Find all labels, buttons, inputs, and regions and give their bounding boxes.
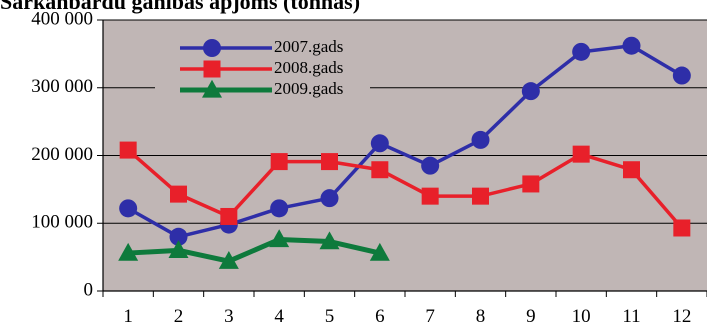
x-tick-label-1: 2 [174, 306, 184, 327]
x-tick-label-11: 12 [672, 306, 691, 327]
chart-title: Sarkanbārdu ganības apjoms (tonnās) [0, 0, 360, 14]
series-0-point-4 [320, 189, 339, 208]
x-tick-label-2: 3 [224, 306, 234, 327]
x-tick-label-0: 1 [123, 306, 133, 327]
series-2-point-3 [269, 229, 290, 248]
x-tick-label-6: 7 [425, 306, 435, 327]
series-1-point-5 [371, 161, 389, 179]
series-0-point-1 [169, 227, 188, 246]
series-0-point-9 [572, 42, 591, 61]
legend-marker-2 [202, 79, 222, 98]
y-tick-label-3: 300 000 [31, 76, 93, 97]
series-0-point-8 [521, 82, 540, 101]
series-1-point-10 [623, 161, 640, 179]
x-tick-label-4: 5 [325, 306, 335, 327]
series-0-point-5 [370, 134, 389, 153]
legend-label-1: 2008.gads [274, 58, 343, 77]
legend-marker-0 [203, 39, 221, 57]
series-2-point-5 [369, 242, 390, 261]
legend-label-0: 2007.gads [274, 37, 343, 56]
series-group [118, 36, 691, 269]
series-0-point-11 [672, 66, 691, 85]
series-0-point-7 [471, 130, 490, 149]
series-0 [119, 36, 691, 246]
x-tick-label-9: 10 [572, 306, 591, 327]
series-1-point-8 [522, 175, 540, 193]
y-tick-label-0: 0 [84, 279, 94, 300]
series-0-point-0 [119, 199, 138, 218]
legend-label-2: 2009.gads [274, 79, 343, 98]
series-1-point-2 [220, 207, 238, 225]
legend-marker-1 [203, 60, 221, 78]
x-tick-label-7: 8 [476, 306, 486, 327]
series-1-point-4 [321, 153, 338, 171]
series-2-point-4 [319, 231, 340, 250]
x-tick-label-5: 6 [375, 306, 385, 327]
series-1 [119, 141, 691, 237]
series-2 [118, 229, 390, 269]
x-tick-label-3: 4 [274, 306, 284, 327]
x-tick-label-10: 11 [622, 306, 640, 327]
series-1-point-3 [270, 153, 288, 171]
y-tick-label-4: 400 000 [31, 8, 93, 29]
series-2-point-1 [168, 240, 189, 258]
series-2-point-2 [218, 250, 239, 269]
series-0-point-10 [622, 36, 641, 55]
series-1-point-7 [472, 187, 489, 205]
x-tick-label-8: 9 [526, 306, 536, 327]
series-line-2 [128, 237, 381, 264]
y-axis-ticks: 0 100 000 200 000 300 000 400 000 [31, 8, 103, 300]
y-tick-label-2: 200 000 [31, 144, 93, 165]
series-1-point-0 [119, 141, 137, 159]
series-1-point-9 [572, 145, 590, 163]
series-1-point-11 [673, 219, 691, 237]
series-1-point-6 [421, 187, 439, 205]
x-axis-ticks: 1 2 3 4 5 6 7 8 9 10 11 12 [102, 291, 707, 327]
legend: 2007.gads 2008.gads 2009.gads [155, 33, 370, 99]
y-tick-label-1: 100 000 [31, 212, 93, 233]
series-0-point-6 [421, 156, 440, 175]
series-2-point-0 [118, 242, 139, 261]
series-1-point-1 [170, 185, 187, 203]
series-0-point-3 [270, 199, 289, 218]
